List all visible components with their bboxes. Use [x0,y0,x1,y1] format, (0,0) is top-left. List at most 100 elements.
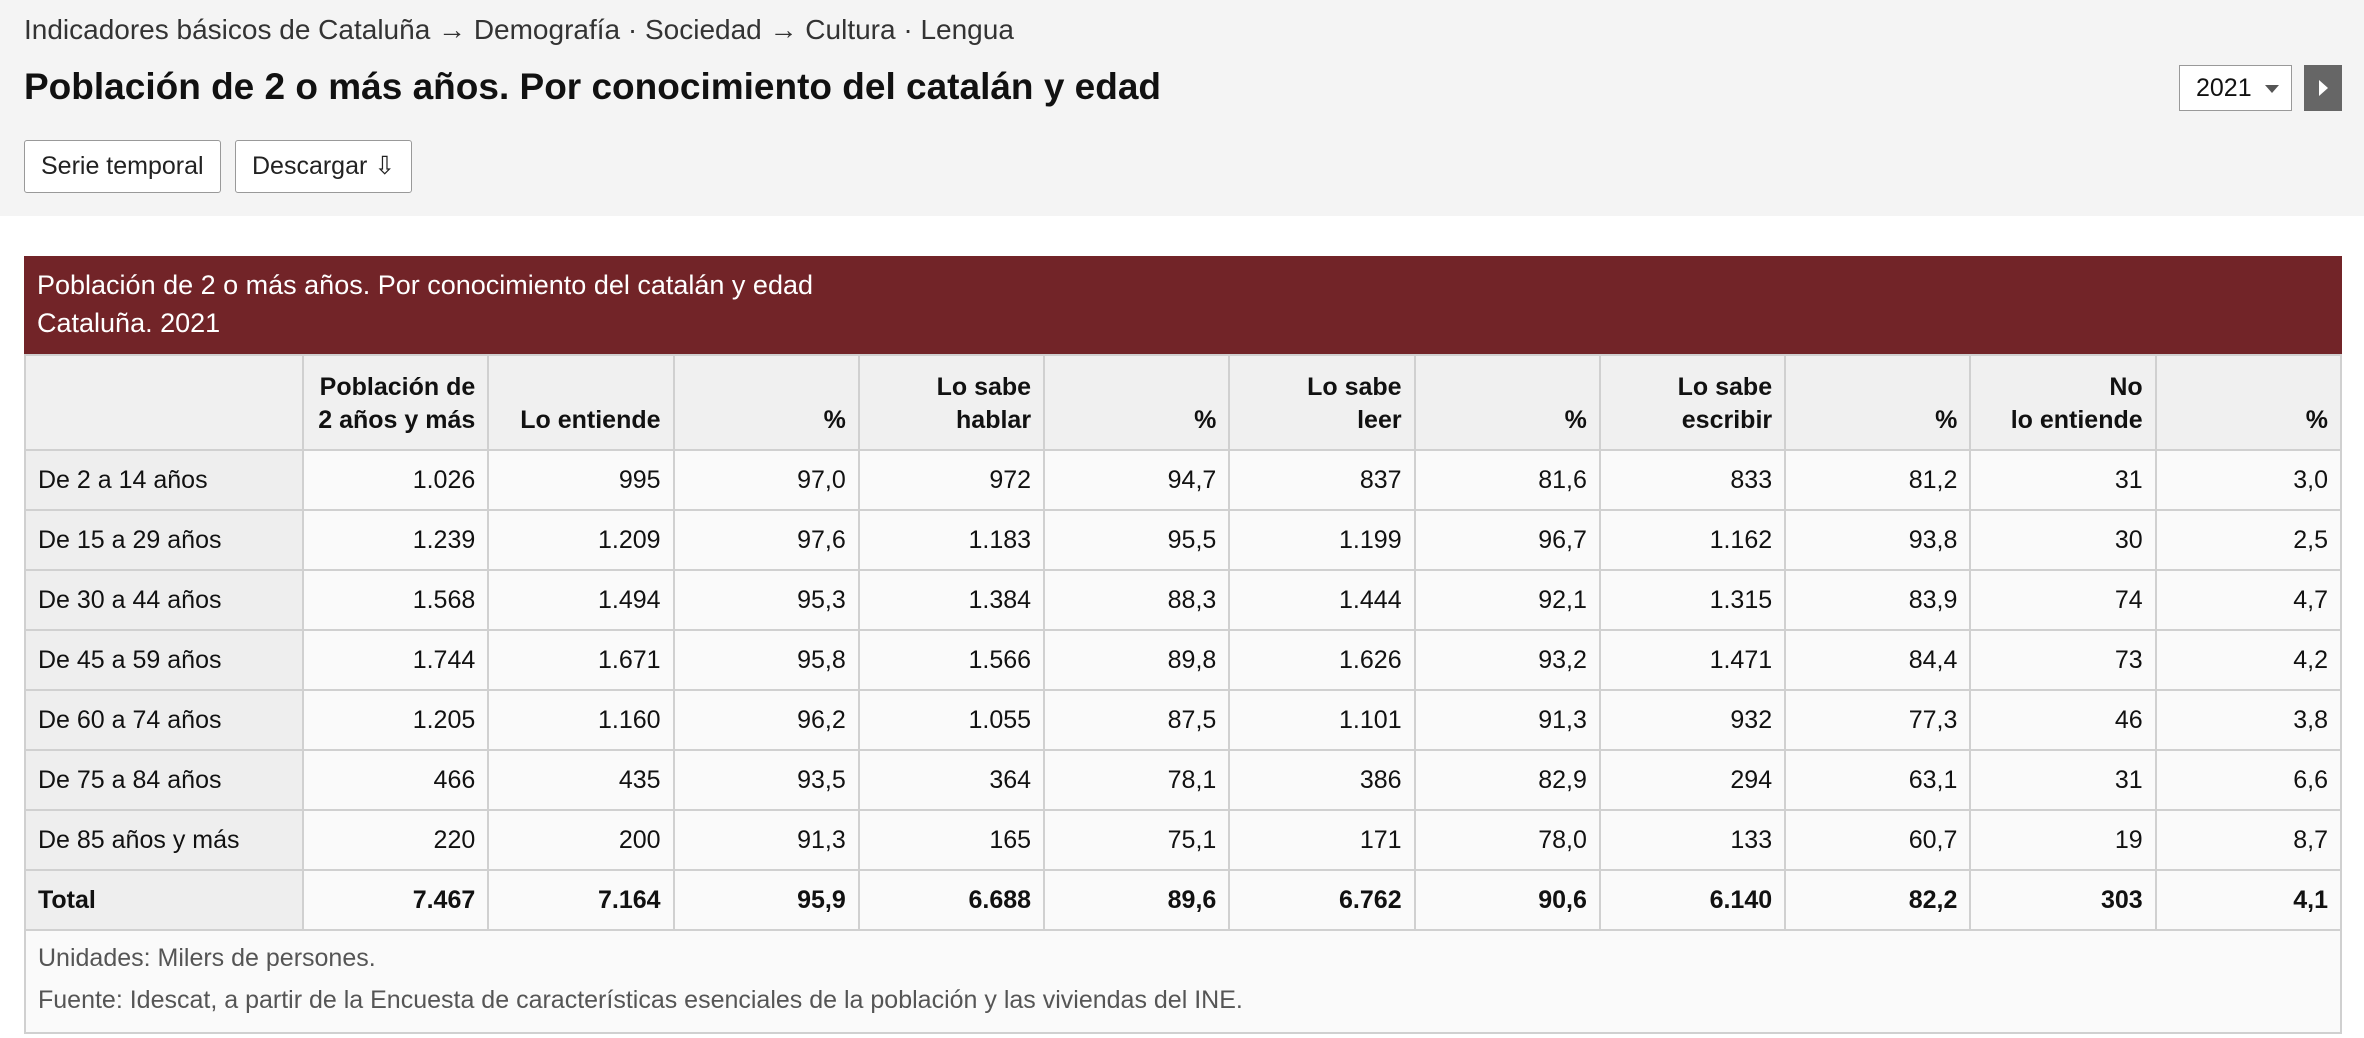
cell: 73 [1969,629,2157,691]
series-button[interactable]: Serie temporal [24,140,221,193]
row-label: Total [24,869,304,931]
cell: 7.467 [301,869,490,931]
cell: 1.199 [1228,509,1416,571]
notes-row: Unidades: Milers de persones. Fuente: Ide… [24,929,2342,1034]
row-label: De 2 a 14 años [24,449,304,511]
cell: 78,0 [1413,809,1601,871]
cell: 2,5 [2154,509,2343,571]
column-header: Lo sabe hablar [857,354,1046,451]
table-row: Total 7.467 7.164 95,9 6.688 89,6 6.762 90,6 6.1… [24,869,2343,931]
cell: 95,9 [672,869,860,931]
cell: 4,7 [2154,569,2343,631]
cell: 91,3 [1413,689,1601,751]
cell: 74 [1969,569,2157,631]
cell: 1.209 [487,509,675,571]
breadcrumb[interactable]: Indicadores básicos de Cataluña → Demogr… [24,14,1014,45]
column-header: % [672,354,860,451]
cell: 1.744 [301,629,490,691]
cell: 6.140 [1598,869,1787,931]
table-row: De 60 a 74 años 1.205 1.160 96,2 1.055 87,5 1.… [24,689,2343,751]
table-row: De 15 a 29 años 1.239 1.209 97,6 1.183 95,5 1.… [24,509,2343,571]
cell: 6.762 [1228,869,1416,931]
row-label: De 75 a 84 años [24,749,304,811]
cell: 88,3 [1043,569,1231,631]
cell: 171 [1228,809,1416,871]
column-header: No lo entiende [1969,354,2157,451]
page-title: Población de 2 o más años. Por conocimie… [24,66,1162,107]
year-select[interactable]: 2021 [2179,65,2292,111]
cell: 1.183 [857,509,1046,571]
table-row: De 75 a 84 años 466 435 93,5 364 78,1 386 82,9 2… [24,749,2343,811]
cell: 466 [301,749,490,811]
header: Indicadores básicos de Cataluña → Demogr… [0,0,2364,216]
cell: 932 [1598,689,1787,751]
cell: 91,3 [672,809,860,871]
cell: 90,6 [1413,869,1601,931]
cell: 89,8 [1043,629,1231,691]
next-button[interactable] [2304,65,2342,111]
cell: 1.160 [487,689,675,751]
table-row: De 85 años y más 220 200 91,3 165 75,1 171 78,0… [24,809,2343,871]
cell: 84,4 [1784,629,1972,691]
note: Unidades: Milers de persones. [38,944,376,972]
cell: 303 [1969,869,2157,931]
cell: 30 [1969,509,2157,571]
cell: 1.162 [1598,509,1787,571]
corner-cell [24,354,304,451]
column-header: Lo sabe leer [1228,354,1416,451]
column-header: Población de 2 años y más [301,354,490,451]
cell: 4,2 [2154,629,2343,691]
notes: Unidades: Milers de persones. Fuente: Ide… [24,929,2342,1034]
cell: 46 [1969,689,2157,751]
cell: 220 [301,809,490,871]
cell: 995 [487,449,675,511]
cell: 3,8 [2154,689,2343,751]
cell: 1.026 [301,449,490,511]
cell: 133 [1598,809,1787,871]
cell: 1.494 [487,569,675,631]
cell: 95,3 [672,569,860,631]
cell: 1.566 [857,629,1046,691]
note: Fuente: Idescat, a partir de la Encuesta… [38,986,1243,1014]
cell: 294 [1598,749,1787,811]
cell: 82,2 [1784,869,1972,931]
cell: 1.671 [487,629,675,691]
cell: 972 [857,449,1046,511]
cell: 1.384 [857,569,1046,631]
cell: 96,2 [672,689,860,751]
cell: 63,1 [1784,749,1972,811]
cell: 81,6 [1413,449,1601,511]
cell: 1.444 [1228,569,1416,631]
cell: 1.568 [301,569,490,631]
cell: 60,7 [1784,809,1972,871]
cell: 8,7 [2154,809,2343,871]
cell: 833 [1598,449,1787,511]
column-header: % [1784,354,1972,451]
cell: 95,8 [672,629,860,691]
cell: 364 [857,749,1046,811]
cell: 4,1 [2154,869,2343,931]
cell: 31 [1969,449,2157,511]
table-row: De 2 a 14 años 1.026 995 97,0 972 94,7 837 81,6… [24,449,2343,511]
cell: 19 [1969,809,2157,871]
row-label: De 85 años y más [24,809,304,871]
cell: 78,1 [1043,749,1231,811]
row-label: De 45 a 59 años [24,629,304,691]
column-header: Lo entiende [487,354,675,451]
cell: 3,0 [2154,449,2343,511]
cell: 89,6 [1043,869,1231,931]
cell: 837 [1228,449,1416,511]
cell: 1.239 [301,509,490,571]
cell: 96,7 [1413,509,1601,571]
download-button[interactable]: Descargar ⇩ [235,140,413,193]
cell: 93,5 [672,749,860,811]
cell: 97,6 [672,509,860,571]
cell: 6.688 [857,869,1046,931]
cell: 1.471 [1598,629,1787,691]
cell: 6,6 [2154,749,2343,811]
cell: 7.164 [487,869,675,931]
cell: 87,5 [1043,689,1231,751]
table-row: De 45 a 59 años 1.744 1.671 95,8 1.566 89,8 1.… [24,629,2343,691]
row-label: De 30 a 44 años [24,569,304,631]
